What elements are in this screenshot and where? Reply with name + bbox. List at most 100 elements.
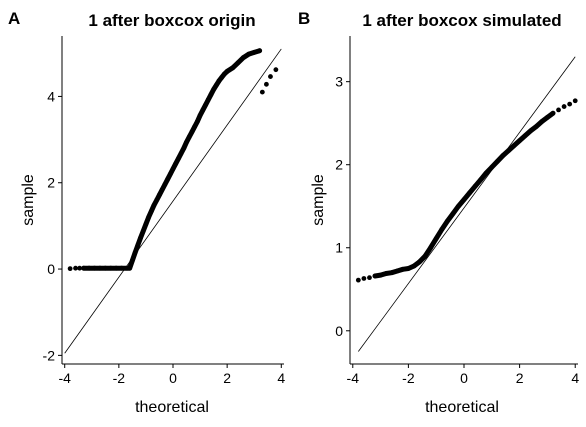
- panel-a-point: [219, 75, 225, 80]
- panel-a-point: [86, 265, 92, 271]
- panel-a-point: [97, 265, 103, 271]
- panel-b-point: [411, 263, 417, 269]
- panel-a-point: [264, 81, 269, 87]
- panel-a-point: [81, 265, 87, 271]
- panel-a-point: [230, 65, 235, 71]
- panel-a-point: [143, 221, 149, 227]
- panel-b-point: [394, 268, 400, 274]
- panel-a-x-tick-label: -4: [58, 370, 71, 386]
- panel-b-point: [372, 273, 378, 279]
- panel-a-point: [73, 265, 78, 271]
- panel-b-point: [556, 107, 561, 113]
- panel-b-xlabel: theoretical: [425, 399, 499, 416]
- panel-a-x-tick-label: 0: [169, 370, 177, 386]
- panel-a-point: [151, 202, 157, 208]
- panel-a-point: [246, 51, 252, 57]
- panel-b-point: [500, 153, 506, 158]
- panel-a-point: [162, 182, 168, 187]
- panel-b-point: [567, 101, 573, 107]
- panel-b-point: [450, 211, 456, 217]
- panel-b-ylabel: sample: [310, 174, 327, 226]
- panel-b-point: [533, 124, 539, 129]
- panel-a-point: [273, 67, 279, 73]
- panel-a-point: [138, 235, 143, 241]
- panel-b-point: [383, 271, 389, 276]
- panel-b-point: [389, 270, 395, 276]
- panel-a-reference-line: [64, 48, 282, 354]
- panel-a-point: [113, 265, 119, 271]
- panel-a-y-tick-label: 0: [47, 261, 55, 277]
- panel-b-y-tick-label: 1: [335, 240, 343, 256]
- panel-a-point: [135, 242, 141, 248]
- panel-a-point: [235, 60, 241, 66]
- panel-a-x-tick-label: -2: [113, 370, 126, 386]
- panel-a-ylabel: sample: [20, 174, 37, 226]
- panel-b-point: [400, 266, 406, 272]
- panel-b-point: [444, 218, 450, 224]
- panel-a-point: [203, 102, 208, 108]
- panel-a-x-tick-label: 4: [277, 370, 285, 386]
- panel-a-point: [127, 265, 133, 271]
- panel-b-point: [461, 197, 467, 202]
- panel-a-point: [178, 150, 184, 156]
- panel-a-point: [186, 134, 192, 140]
- panel-a-point: [200, 107, 206, 113]
- panel-a-point: [224, 68, 230, 74]
- panel-a-y-tick-label: -2: [43, 347, 56, 363]
- panel-a-point: [189, 129, 195, 135]
- panel-b-x-tick-label: -4: [347, 370, 360, 386]
- panel-b-point: [522, 133, 528, 139]
- panel-b-point: [511, 143, 517, 149]
- panel-a-point: [208, 92, 214, 98]
- panel-b-point: [517, 138, 523, 144]
- panel-a-point: [119, 265, 124, 271]
- panel-a-point: [259, 89, 265, 95]
- panel-a-point: [173, 161, 179, 167]
- panel-a-point: [102, 265, 108, 271]
- panel-b-point: [528, 128, 534, 134]
- panel-b-point: [367, 275, 372, 281]
- panel-b-point: [506, 148, 511, 153]
- panel-a-point: [205, 97, 211, 103]
- panel-b-point: [355, 277, 361, 283]
- panel-b-point: [433, 236, 439, 242]
- panel-b-x-tick-label: -2: [402, 370, 415, 386]
- panel-a-point: [132, 250, 138, 256]
- panel-b-title: 1 after boxcox simulated: [362, 11, 561, 30]
- panel-a-xlabel: theoretical: [135, 399, 209, 416]
- panel-a-point: [157, 192, 162, 198]
- panel-a-point: [211, 87, 217, 92]
- panel-a-point: [129, 258, 135, 263]
- panel-b-x-tick-label: 0: [460, 370, 468, 386]
- panel-a-y-tick-label: 4: [47, 88, 55, 104]
- panel-a-point-band: [81, 48, 263, 271]
- panel-b-point: [439, 227, 445, 232]
- panel-b-label: B: [298, 9, 310, 28]
- panel-a-point: [251, 50, 257, 55]
- panel-b-point: [539, 119, 545, 124]
- panel-b-point: [561, 104, 567, 109]
- panel-b-y-tick-label: 0: [335, 323, 343, 339]
- panel-b-point: [472, 183, 478, 189]
- panel-b-reference-line: [358, 56, 576, 352]
- panel-a-point: [146, 214, 152, 220]
- panel-a-point: [184, 139, 189, 145]
- panel-b-point: [378, 272, 383, 278]
- panel-a: A 1 after boxcox origin sample theoretic…: [8, 9, 285, 416]
- panel-a-point: [167, 171, 173, 177]
- panel-b-point: [478, 177, 484, 183]
- panel-a-y-tick-label: 2: [47, 175, 55, 191]
- panel-b-point: [405, 266, 411, 271]
- panel-b-plot-area: -4 -2 0 2 4 0 1 2 3: [335, 36, 579, 386]
- panel-b: B 1 after boxcox simulated sample theore…: [298, 9, 579, 416]
- panel-a-point: [170, 166, 176, 172]
- panel-a-point: [192, 124, 198, 130]
- panel-b-point: [361, 276, 367, 281]
- panel-a-point: [176, 156, 181, 161]
- panel-a-label: A: [8, 9, 20, 28]
- panel-a-x-tick-label: 2: [223, 370, 231, 386]
- panel-b-y-tick-label: 2: [335, 157, 343, 173]
- panel-b-point: [494, 158, 500, 164]
- panel-b-point: [456, 203, 461, 209]
